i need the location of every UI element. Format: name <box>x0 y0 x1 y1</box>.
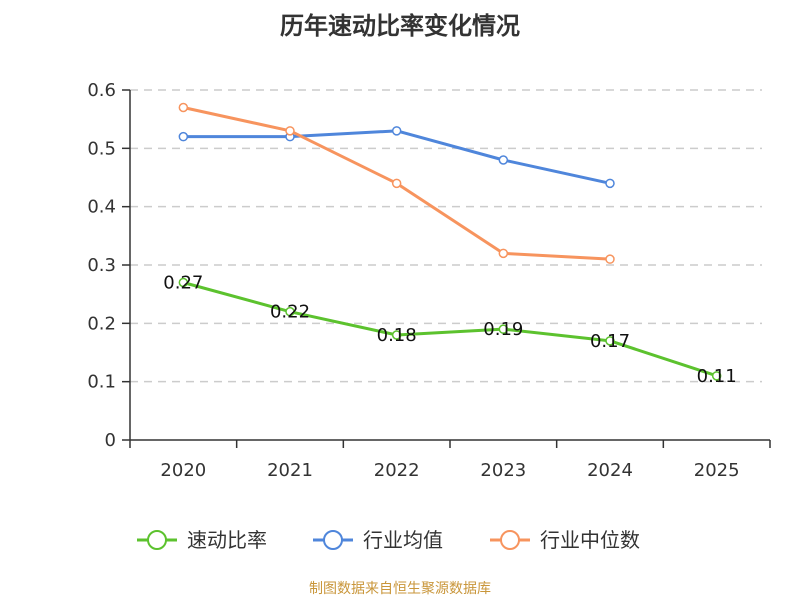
data-point <box>711 371 722 381</box>
y-tick-label: 0.2 <box>87 313 116 334</box>
data-label: 0.22 <box>270 302 310 323</box>
y-tick-label: 0.1 <box>87 372 116 393</box>
legend-marker-0 <box>147 530 167 550</box>
data-point <box>498 324 509 334</box>
data-point <box>285 306 295 317</box>
y-tick-label: 0.6 <box>87 80 116 101</box>
x-tick-label: 2020 <box>160 460 206 481</box>
x-tick-label: 2024 <box>587 460 633 481</box>
series <box>178 102 722 381</box>
data-label: 0.17 <box>590 331 630 352</box>
data-point <box>391 330 402 340</box>
series-line-0 <box>182 281 718 378</box>
data-point <box>178 277 189 288</box>
legend-label-2: 行业中位数 <box>540 528 640 552</box>
series-line-1 <box>183 129 611 185</box>
x-tick-label: 2022 <box>374 460 420 481</box>
y-tick-label: 0 <box>105 430 116 451</box>
y-tick-label: 0.5 <box>87 138 116 159</box>
legend-marker-2 <box>500 530 520 550</box>
data-label: 0.19 <box>483 319 523 340</box>
legend: 速动比率 行业均值 行业中位数 <box>137 528 640 552</box>
data-labels: 0.27 0.22 0.18 0.19 0.17 0.11 <box>163 273 736 387</box>
data-point <box>178 131 189 142</box>
x-tick-label: 2023 <box>480 460 526 481</box>
x-tick-label: 2021 <box>267 460 313 481</box>
data-point <box>178 102 189 113</box>
data-label: 0.11 <box>697 366 737 387</box>
legend-label-0: 速动比率 <box>187 528 267 552</box>
data-label: 0.18 <box>377 325 417 346</box>
data-label: 0.27 <box>163 273 203 294</box>
y-tick-label: 0.3 <box>87 255 116 276</box>
x-tick-label: 2025 <box>694 460 740 481</box>
grid-lines <box>130 89 762 383</box>
chart-title: 历年速动比率变化情况 <box>280 12 520 40</box>
axes: 0 0.1 0.2 0.3 0.4 0.5 0.6 2020 2021 2022 2023 2024 2… <box>87 80 771 481</box>
y-tick-label: 0.4 <box>87 197 116 218</box>
data-point <box>391 126 402 136</box>
data-point <box>605 178 615 189</box>
legend-label-1: 行业均值 <box>363 528 443 552</box>
legend-marker-1 <box>323 530 343 550</box>
data-point <box>605 254 615 264</box>
data-point <box>498 155 509 165</box>
source-note: 制图数据来自恒生聚源数据库 <box>309 581 491 597</box>
data-point <box>498 248 509 259</box>
data-point <box>285 126 295 136</box>
data-point <box>605 336 615 346</box>
data-point <box>391 178 402 189</box>
